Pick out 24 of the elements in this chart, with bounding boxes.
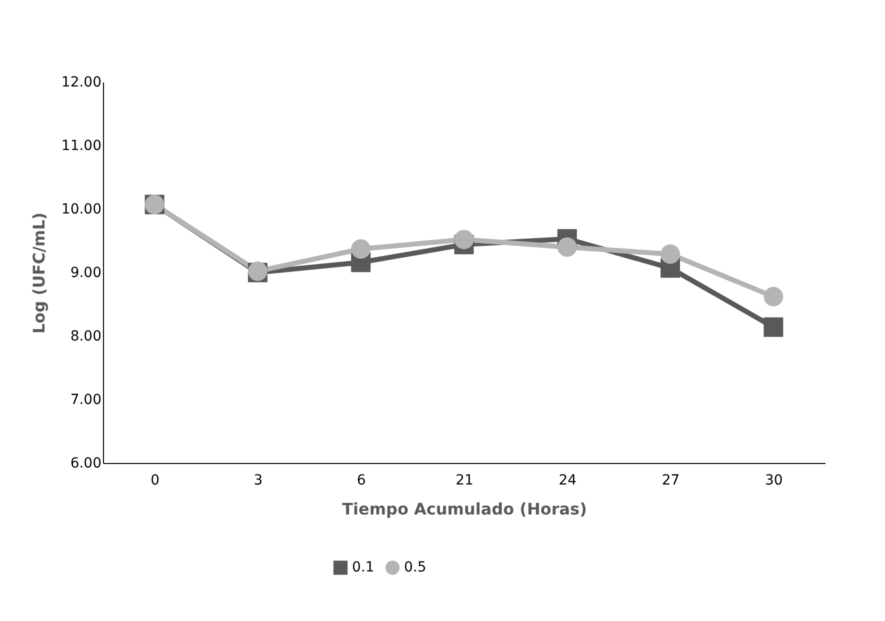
y-tick-label: 7.00 [70,392,102,408]
y-axis-title: Log (UFC/mL) [29,212,48,334]
y-tick-label: 10.00 [61,202,102,218]
x-tick-label: 21 [456,472,474,488]
point [454,230,474,250]
x-axis-title: Tiempo Acumulado (Horas) [342,500,587,518]
y-tick-label: 6.00 [70,456,102,472]
y-tick-label: 9.00 [70,265,102,281]
legend-label: 0.1 [352,560,374,576]
y-tick-label: 8.00 [70,328,102,344]
point [660,244,680,264]
point [557,237,577,257]
y-tick-label: 11.00 [61,138,102,154]
point [351,239,371,259]
point [764,286,784,306]
y-tick-label: 12.00 [61,74,102,90]
x-tick-label: 6 [356,472,366,488]
legend-label: 0.5 [404,560,426,576]
x-tick-label: 27 [662,472,680,488]
x-tick-label: 0 [150,472,160,488]
point [764,317,784,337]
x-tick-label: 24 [558,472,577,488]
x-tick-label: 30 [765,472,783,488]
x-tick-label: 3 [254,472,263,488]
